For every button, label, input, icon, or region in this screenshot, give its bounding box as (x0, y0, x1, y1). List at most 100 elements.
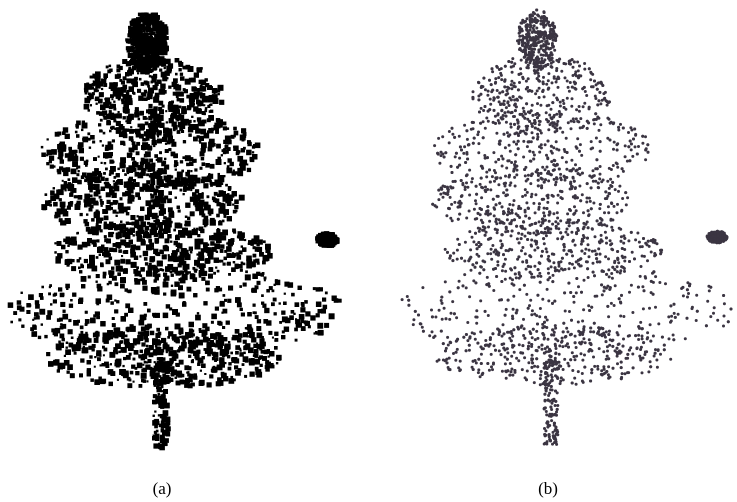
point (239, 352, 243, 356)
point (202, 120, 205, 123)
point (319, 287, 323, 291)
point (13, 311, 17, 315)
point (62, 314, 68, 320)
point (147, 207, 152, 212)
point (157, 388, 161, 392)
point (118, 351, 121, 354)
point (171, 253, 176, 258)
point (147, 68, 149, 70)
point (138, 31, 142, 35)
point (96, 218, 102, 224)
point (80, 157, 84, 161)
point (138, 118, 141, 121)
point (112, 277, 116, 281)
point (139, 320, 145, 326)
point (60, 302, 65, 307)
point (53, 165, 55, 167)
point (239, 164, 241, 166)
point (173, 267, 178, 272)
point (158, 101, 163, 106)
point (264, 308, 269, 313)
point (245, 327, 247, 329)
point (164, 41, 167, 44)
point (218, 365, 220, 367)
point (126, 129, 129, 132)
point (136, 68, 140, 72)
point (155, 444, 157, 446)
point (100, 321, 105, 326)
point (140, 230, 144, 234)
point (139, 255, 141, 257)
point (207, 353, 211, 357)
point (158, 50, 160, 52)
point (114, 309, 118, 313)
point (118, 247, 120, 249)
point (48, 292, 51, 295)
point (54, 332, 58, 336)
point (116, 68, 120, 72)
point (221, 235, 226, 240)
point (187, 183, 193, 189)
point (102, 107, 104, 109)
point (119, 79, 122, 82)
point (94, 338, 99, 343)
point (145, 40, 147, 42)
point (75, 124, 78, 127)
point (233, 261, 235, 263)
point (216, 159, 222, 165)
point (219, 322, 223, 326)
point (228, 241, 233, 246)
point (151, 129, 156, 134)
point (165, 110, 167, 112)
point (205, 281, 210, 286)
point (207, 85, 212, 90)
point (158, 393, 160, 395)
point (165, 59, 170, 64)
point (61, 293, 64, 296)
point (137, 165, 142, 170)
point (259, 355, 263, 359)
point (75, 131, 78, 134)
point (150, 177, 154, 181)
point (53, 187, 55, 189)
point (237, 156, 243, 162)
point (142, 24, 145, 27)
point (120, 197, 123, 200)
point (243, 147, 246, 150)
point (216, 286, 220, 290)
point (231, 135, 235, 139)
point (232, 337, 235, 340)
point (240, 170, 243, 173)
point (103, 102, 109, 108)
point (169, 128, 172, 131)
point (190, 211, 195, 216)
point (172, 309, 178, 315)
point (230, 162, 234, 166)
point (165, 245, 168, 248)
point (198, 252, 204, 258)
point (178, 62, 183, 67)
point (129, 181, 132, 184)
point (177, 119, 180, 122)
point (224, 362, 226, 364)
point (177, 98, 180, 101)
point (243, 340, 247, 344)
point (223, 376, 228, 381)
point (93, 178, 95, 180)
point (159, 375, 161, 377)
point (240, 269, 243, 272)
point (173, 84, 179, 90)
point (109, 130, 112, 133)
point (293, 313, 295, 315)
point (219, 357, 224, 362)
point (158, 32, 160, 34)
point (252, 154, 258, 160)
point (81, 284, 85, 288)
point (138, 27, 140, 29)
point (56, 344, 62, 350)
point (163, 313, 169, 319)
point (123, 108, 128, 113)
point (317, 323, 323, 329)
point (80, 331, 83, 334)
point (200, 151, 205, 156)
